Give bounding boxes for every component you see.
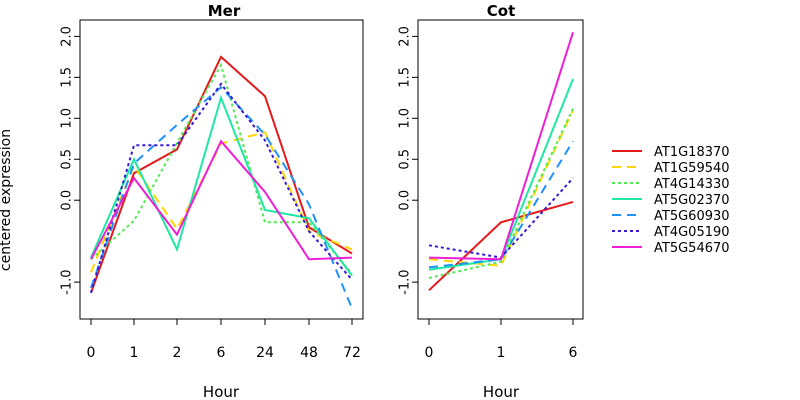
series-line-at5g54670	[90, 139, 353, 261]
y-tick-label: -1.0	[60, 269, 75, 294]
x-tick-label: 24	[256, 345, 274, 361]
x-tick-label: 6	[217, 345, 226, 361]
legend-label: AT4G05190	[654, 225, 730, 240]
legend-label: AT1G18370	[654, 145, 730, 160]
series-line-at4g05190	[90, 82, 353, 294]
series-line-at5g60930	[428, 140, 574, 269]
legend: AT1G18370AT1G59540AT4G14330AT5G02370AT5G…	[612, 145, 730, 256]
x-axis-label: Hour	[483, 383, 520, 400]
series-line-at1g18370	[428, 200, 574, 292]
y-tick-label: 0.5	[60, 149, 75, 170]
y-tick-label: 1.0	[60, 108, 75, 129]
panel-mer: Mer centered expression Hour 2.0 1.5 1.0 0.…	[0, 2, 364, 400]
y-tick-label: 0.5	[398, 149, 413, 170]
legend-label: AT1G59540	[654, 161, 730, 176]
series-line-at1g59540	[90, 131, 353, 273]
legend-label: AT4G14330	[654, 177, 730, 192]
x-tick-label: 48	[300, 345, 318, 361]
x-ticks: 0 1 2 6 24 48 72	[87, 319, 361, 361]
x-tick-label: 0	[87, 345, 96, 361]
chart-title: Mer	[208, 2, 241, 20]
series-line-at5g60930	[90, 85, 353, 309]
chart-title: Cot	[487, 2, 515, 20]
x-tick-label: 72	[343, 345, 361, 361]
y-tick-label: 0.0	[398, 190, 413, 211]
series-lines	[90, 55, 353, 309]
series-line-at5g02370	[90, 94, 353, 277]
series-line-at4g05190	[428, 177, 574, 259]
x-axis-label: Hour	[203, 383, 240, 400]
x-tick-label: 1	[497, 345, 506, 361]
y-tick-label: 2.0	[60, 26, 75, 47]
y-tick-label: -1.0	[398, 269, 413, 294]
y-tick-label: 1.5	[398, 67, 413, 88]
y-ticks: 2.0 1.5 1.0 0.5 0.0 -1.0	[60, 26, 80, 295]
x-ticks: 0 1 6	[425, 319, 578, 361]
y-axis-label: centered expression	[0, 129, 14, 271]
x-tick-label: 6	[569, 345, 578, 361]
series-lines	[428, 31, 574, 292]
x-tick-label: 0	[425, 345, 434, 361]
y-tick-label: 0.0	[60, 190, 75, 211]
series-line-at4g14330	[90, 62, 353, 275]
panel-cot: Cot Hour 2.0 1.5 1.0 0.5 0.0 -1.0 0 1 6	[398, 2, 584, 400]
y-tick-label: 1.5	[60, 67, 75, 88]
y-ticks: 2.0 1.5 1.0 0.5 0.0 -1.0	[398, 26, 418, 295]
y-tick-label: 2.0	[398, 26, 413, 47]
legend-label: AT5G02370	[654, 193, 730, 208]
legend-label: AT5G60930	[654, 209, 730, 224]
series-line-at4g14330	[428, 108, 574, 279]
x-tick-label: 1	[130, 345, 139, 361]
x-tick-label: 2	[173, 345, 182, 361]
series-line-at5g54670	[428, 31, 574, 261]
series-line-at1g18370	[90, 55, 353, 294]
y-tick-label: 1.0	[398, 108, 413, 129]
series-line-at5g02370	[428, 78, 574, 271]
series-line-at1g59540	[428, 109, 574, 267]
legend-label: AT5G54670	[654, 241, 730, 256]
